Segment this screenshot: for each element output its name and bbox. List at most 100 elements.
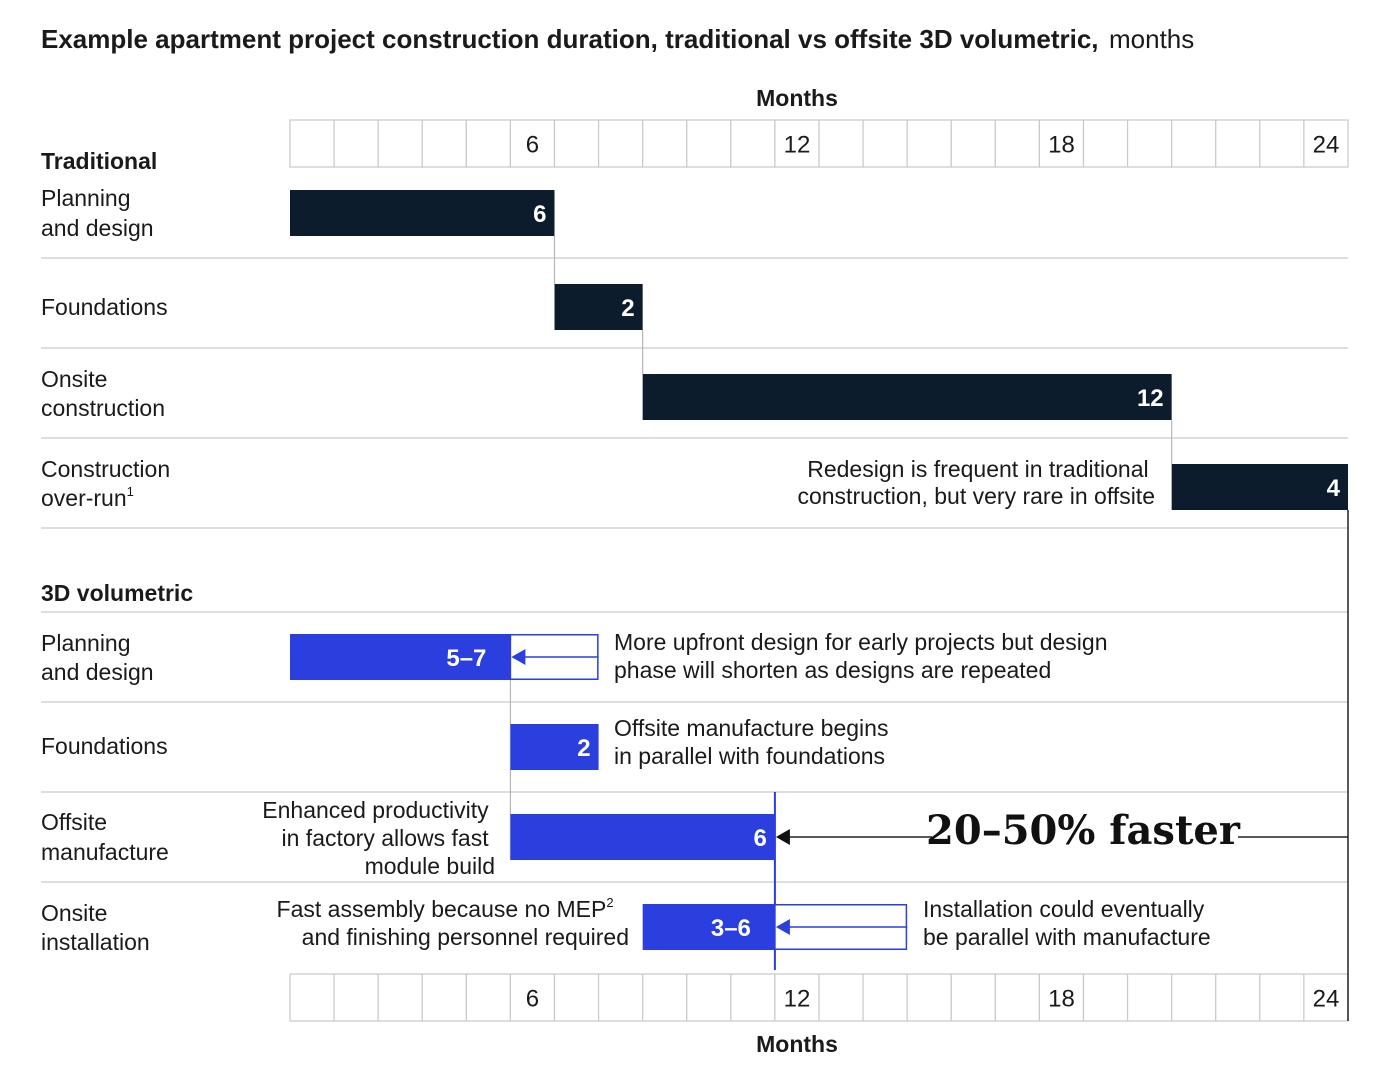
grid-cell (377, 119, 423, 168)
bars (290, 190, 1348, 950)
note-fast-assembly: Fast assembly because no MEP2 and finish… (277, 886, 629, 950)
grid-cell (730, 973, 776, 1022)
notes: Redesign is frequent in traditional cons… (262, 456, 1210, 950)
grid-cell (333, 973, 379, 1022)
row-label-vol-offsite-manufacture: Offsite manufacture (41, 809, 169, 865)
axis-title-bottom: Months (756, 1031, 838, 1057)
grid-cell (774, 973, 820, 1022)
trad-bar-1 (554, 284, 643, 330)
row-separators (41, 257, 1348, 883)
trad-bar-label-3: 4 (1327, 475, 1341, 502)
grid-cell (862, 119, 908, 168)
grid-cell (289, 973, 335, 1022)
grid-cell (642, 973, 688, 1022)
grid-cell (994, 119, 1041, 168)
grid-cell (1126, 119, 1173, 168)
grid-cell (421, 973, 467, 1022)
grid-cell (1126, 973, 1173, 1022)
grid-cell (774, 119, 820, 168)
tick-label-12: 12 (784, 986, 811, 1013)
tick-label-6: 6 (526, 986, 539, 1013)
row-label-trad-overrun: Construction over-run1 (41, 456, 177, 511)
note-enhanced-productivity: Enhanced productivity in factory allows … (262, 797, 495, 879)
grid-cell (1171, 119, 1217, 168)
grid-cell (686, 119, 732, 168)
trad-bar-label-1: 2 (621, 295, 634, 322)
row-label-vol-foundations: Foundations (41, 733, 168, 759)
grid-cell (377, 973, 423, 1022)
vol-bar-2 (510, 814, 775, 860)
vol-bar-label-0: 5–7 (446, 645, 486, 672)
row-label-vol-planning: Planning and design (41, 630, 154, 685)
trad-bar-label-2: 12 (1137, 385, 1164, 412)
grid-cell (906, 119, 952, 168)
chart-title: Example apartment project construction d… (41, 24, 1194, 54)
grid-cell (289, 119, 335, 168)
row-label-trad-foundations: Foundations (41, 294, 168, 320)
chart-title-unit: months (1109, 24, 1194, 54)
vol-range-arrow-3 (775, 919, 790, 935)
grid-cell (597, 119, 644, 168)
grid-cell (597, 973, 644, 1022)
grid-cell (553, 973, 600, 1022)
grid-cell (509, 973, 556, 1022)
grid-cell (818, 973, 864, 1022)
trad-bar-2 (642, 374, 1172, 420)
month-grid-top: 6 12 18 24 (289, 119, 1349, 168)
grid-cell (509, 119, 556, 168)
tick-label-6: 6 (526, 132, 539, 159)
grid-cell (421, 119, 467, 168)
grid-cell (333, 119, 379, 168)
grid-cell (1215, 119, 1261, 168)
tick-label-18: 18 (1048, 132, 1075, 159)
vol-bar-label-2: 6 (754, 825, 767, 852)
grid-cell (1171, 973, 1217, 1022)
bar-labels: 6 2 12 4 5–7 2 6 3–6 (446, 201, 1340, 942)
row-label-trad-onsite-construction: Onsite construction (41, 366, 165, 421)
trad-bar-3 (1171, 464, 1348, 510)
tick-label-24: 24 (1313, 132, 1340, 159)
faster-arrow-head (775, 829, 790, 845)
vol-bar-3 (642, 904, 775, 950)
row-labels: Planning and design Foundations Onsite c… (41, 185, 177, 955)
axis-title-top: Months (756, 85, 838, 111)
grid-cell (1215, 973, 1261, 1022)
faster-annotation: 20–50% faster (926, 807, 1241, 854)
vol-bar-label-1: 2 (577, 735, 590, 762)
tick-label-24: 24 (1313, 986, 1340, 1013)
vol-bar-0 (290, 634, 511, 680)
grid-cell (1082, 973, 1129, 1022)
grid-cell (862, 973, 908, 1022)
grid-cell (730, 119, 776, 168)
note-installation-parallel: Installation could eventually be paralle… (923, 896, 1211, 950)
grid-cell (1038, 973, 1085, 1022)
grid-cell (465, 119, 512, 168)
grid-cell (994, 973, 1041, 1022)
grid-cell (686, 973, 732, 1022)
vol-bar-label-3: 3–6 (711, 915, 751, 942)
grid-cell (465, 973, 512, 1022)
grid-cell (1303, 973, 1349, 1022)
grid-cell (818, 119, 864, 168)
grid-cell (950, 973, 996, 1022)
grid-cell (1303, 119, 1349, 168)
note-offsite-parallel: Offsite manufacture begins in parallel w… (614, 715, 895, 769)
grid-cell (642, 119, 688, 168)
section-3d-volumetric: 3D volumetric (41, 580, 193, 606)
vol-range-arrow-0 (511, 649, 526, 665)
grid-cell (950, 119, 996, 168)
chart-title-bold: Example apartment project construction d… (41, 24, 1099, 54)
row-label-trad-planning: Planning and design (41, 185, 154, 241)
grid-cell (1082, 119, 1129, 168)
tick-label-18: 18 (1048, 986, 1075, 1013)
grid-cell (553, 119, 600, 168)
note-upfront-design: More upfront design for early projects b… (614, 629, 1114, 683)
grid-cell (1259, 119, 1305, 168)
trad-bar-0 (290, 190, 555, 236)
row-label-vol-onsite-installation: Onsite installation (41, 900, 150, 955)
note-redesign: Redesign is frequent in traditional cons… (797, 456, 1155, 509)
trad-bar-label-0: 6 (533, 201, 546, 228)
vol-bar-1 (510, 724, 599, 770)
grid-cell (906, 973, 952, 1022)
